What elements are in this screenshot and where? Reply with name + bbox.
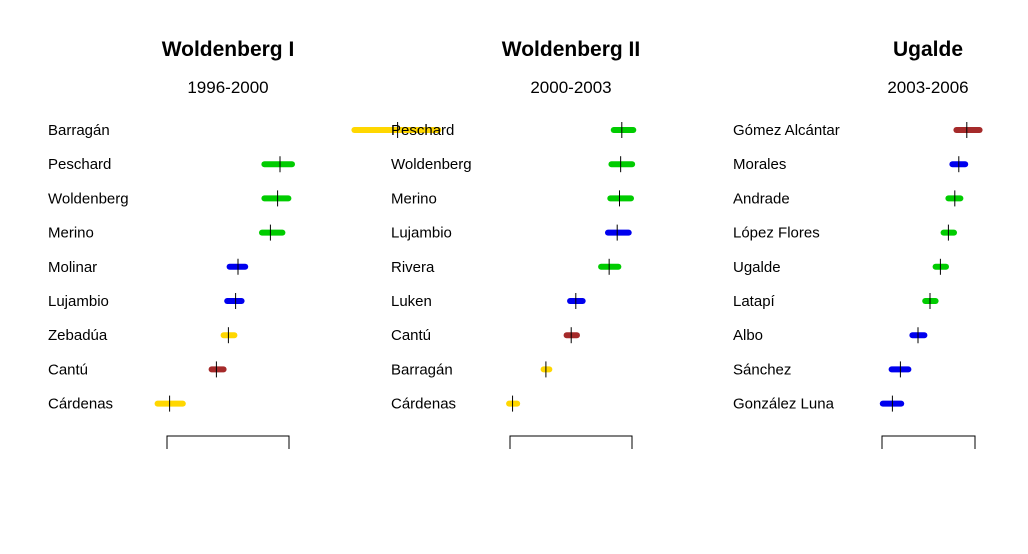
scale-bracket: [881, 435, 976, 449]
member-name: Peschard: [391, 122, 454, 139]
panel-period: 1996-2000: [187, 78, 268, 97]
member-name: Woldenberg: [391, 156, 472, 173]
member-name: Woldenberg: [48, 190, 129, 207]
member-name: Cantú: [391, 327, 431, 344]
member-name: Luken: [391, 293, 432, 310]
member-name: Lujambio: [48, 293, 109, 310]
member-name: Barragán: [391, 361, 453, 378]
member-name: Rivera: [391, 259, 435, 276]
panel-period: 2000-2003: [530, 78, 611, 97]
member-name: Albo: [733, 327, 763, 344]
member-name: Latapí: [733, 293, 776, 310]
member-name: Cárdenas: [48, 396, 113, 413]
member-name: Gómez Alcántar: [733, 122, 840, 139]
member-name: Andrade: [733, 190, 790, 207]
panel-title: Woldenberg I: [162, 38, 295, 61]
member-name: Cárdenas: [391, 396, 456, 413]
member-name: González Luna: [733, 396, 835, 413]
scale-bracket: [509, 435, 633, 449]
member-name: Zebadúa: [48, 327, 108, 344]
panel-title: Ugalde: [893, 38, 963, 61]
member-name: Ugalde: [733, 259, 781, 276]
panel-period: 2003-2006: [887, 78, 968, 97]
member-name: Barragán: [48, 122, 110, 139]
member-name: Merino: [48, 225, 94, 242]
member-name: Merino: [391, 190, 437, 207]
member-name: Peschard: [48, 156, 111, 173]
member-name: López Flores: [733, 225, 820, 242]
member-name: Sánchez: [733, 361, 791, 378]
scale-bracket: [166, 435, 290, 449]
member-name: Molinar: [48, 259, 97, 276]
member-name: Cantú: [48, 361, 88, 378]
panel-title: Woldenberg II: [502, 38, 640, 61]
member-name: Lujambio: [391, 225, 452, 242]
member-name: Morales: [733, 156, 786, 173]
